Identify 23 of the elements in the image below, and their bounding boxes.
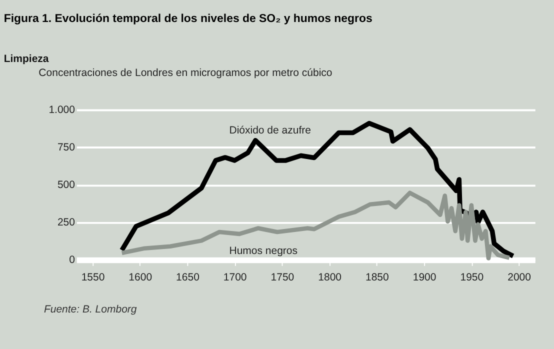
x-tick-label: 1800: [318, 271, 342, 284]
series-label: Dióxido de azufre: [229, 124, 312, 137]
y-tick-label: 0: [69, 254, 76, 266]
line-series: [119, 120, 516, 258]
x-tick-label: 1550: [81, 271, 105, 284]
x-tick-label: 1700: [223, 271, 247, 284]
y-tick-label: 250: [57, 216, 76, 229]
x-tick-label: 1600: [128, 271, 152, 284]
chart-title: Figura 1. Evolución temporal de los niveles de SO₂ y humos negros: [4, 12, 372, 25]
x-tick-label: 1850: [366, 271, 390, 284]
source-note: Fuente: B. Lomborg: [44, 303, 137, 316]
line-series: [120, 190, 512, 260]
y-tick-label: 750: [57, 142, 76, 154]
x-tick-label: 1650: [176, 271, 200, 284]
y-axis-title: Concentraciones de Londres en microgramos por metro cúbico: [38, 66, 332, 79]
x-tick-label: 1750: [270, 271, 294, 284]
chart-subtitle: Limpieza: [4, 53, 49, 66]
y-tick-label: 1.000: [48, 104, 76, 116]
x-tick-label: 1950: [460, 271, 484, 284]
x-tick-label: 2000: [508, 271, 532, 284]
series-label: Humos negros: [229, 244, 298, 257]
x-tick-label: 1900: [412, 271, 436, 284]
y-tick-label: 500: [57, 179, 76, 192]
